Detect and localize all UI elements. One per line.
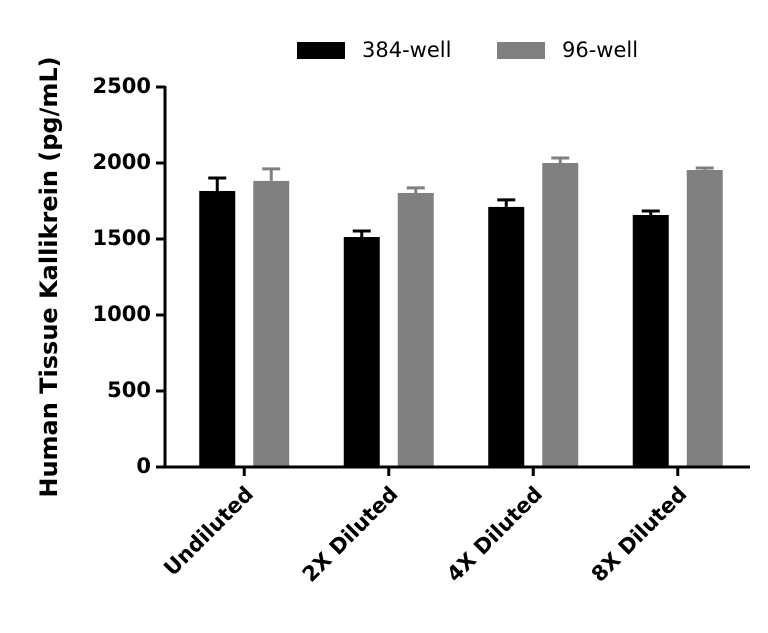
error-bar: [262, 167, 281, 181]
legend-label: 96-well: [562, 38, 638, 62]
bar: [397, 192, 434, 467]
bar: [488, 206, 525, 468]
legend-swatch: [297, 42, 345, 59]
error-bar: [551, 156, 570, 163]
error-bar: [641, 209, 660, 215]
bar: [542, 163, 579, 467]
y-tick-label: 1500: [93, 226, 151, 250]
x-tick-label: 4X Diluted: [442, 482, 547, 587]
y-tick-label: 1000: [93, 302, 151, 326]
error-bar: [208, 176, 227, 191]
y-tick-label: 2000: [93, 150, 151, 174]
bar: [253, 180, 290, 467]
error-bar: [406, 186, 425, 193]
error-bar: [352, 229, 371, 238]
legend-swatch: [497, 42, 545, 59]
bar: [343, 237, 380, 467]
y-axis-title: Human Tissue Kallikrein (pg/mL): [35, 56, 63, 497]
y-tick-label: 2500: [93, 74, 151, 98]
y-tick-label: 0: [136, 454, 151, 478]
x-tick-label: 2X Diluted: [298, 482, 403, 587]
x-tick-label: Undiluted: [159, 482, 258, 581]
bar: [632, 214, 669, 467]
y-tick-label: 500: [107, 378, 151, 402]
x-tick-label: 8X Diluted: [587, 482, 692, 587]
legend-label: 384-well: [362, 38, 451, 62]
error-bar: [695, 166, 714, 170]
bar: [686, 169, 723, 467]
bar: [199, 190, 236, 467]
error-bar: [497, 198, 516, 207]
